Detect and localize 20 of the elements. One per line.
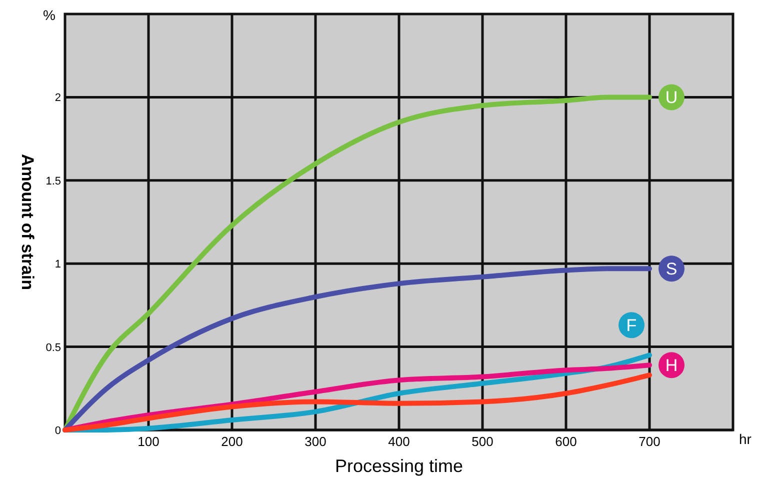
x-tick-label: 200 [221,434,243,449]
y-tick-label: 0 [54,425,61,437]
x-tick-label: 700 [638,434,660,449]
text: % [43,7,56,23]
x-tick-label: 500 [472,434,494,449]
text: hr [739,431,752,447]
x-tick-label: 600 [555,434,577,449]
series-label: H [665,356,678,376]
series-label: F [626,316,637,336]
x-tick-label: 400 [388,434,410,449]
y-tick-label: 0.5 [46,342,61,354]
series-label: S [666,260,678,279]
x-tick-label: 300 [304,434,326,449]
y-tick-label: 1.5 [46,175,61,188]
y-axis-title: Amount of strain [18,154,37,290]
series-label: U [665,88,678,108]
y-tick-label: 2 [54,92,61,104]
x-axis-title: Processing time [334,456,464,476]
x-tick-label: 100 [138,434,160,449]
y-tick-label: 1 [54,258,61,271]
